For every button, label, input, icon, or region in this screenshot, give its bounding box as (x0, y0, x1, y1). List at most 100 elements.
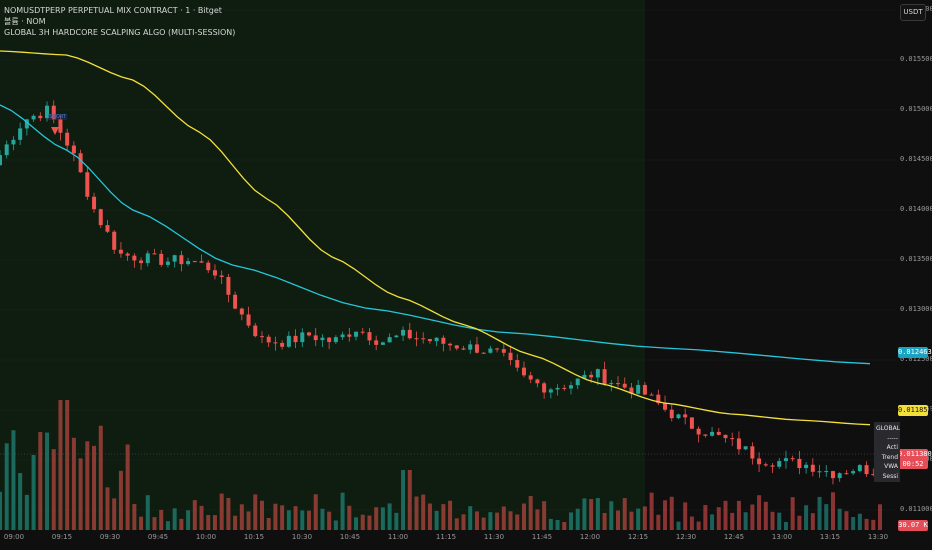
candle-body[interactable] (515, 360, 520, 368)
candle-body[interactable] (763, 464, 768, 466)
candle-body[interactable] (676, 414, 681, 419)
candle-body[interactable] (159, 253, 164, 265)
candle-body[interactable] (521, 367, 526, 376)
candle-body[interactable] (481, 352, 486, 354)
candle-body[interactable] (857, 465, 862, 472)
candle-body[interactable] (817, 471, 822, 473)
candle-body[interactable] (743, 446, 748, 450)
candle-body[interactable] (65, 132, 70, 146)
candle-body[interactable] (602, 369, 607, 384)
candle-body[interactable] (542, 383, 547, 393)
candle-body[interactable] (723, 434, 728, 439)
candle-body[interactable] (427, 339, 432, 342)
candle-body[interactable] (253, 325, 258, 337)
candle-body[interactable] (192, 261, 197, 263)
candle-body[interactable] (374, 340, 379, 345)
candle-body[interactable] (434, 337, 439, 342)
time-axis[interactable] (0, 530, 932, 550)
candle-body[interactable] (837, 473, 842, 479)
candle-body[interactable] (18, 128, 23, 140)
candle-body[interactable] (710, 431, 715, 436)
candle-body[interactable] (347, 334, 352, 337)
candle-body[interactable] (11, 139, 16, 145)
candle-body[interactable] (58, 119, 63, 133)
candle-body[interactable] (300, 332, 305, 343)
candle-body[interactable] (112, 231, 117, 250)
candle-body[interactable] (145, 253, 150, 264)
candle-body[interactable] (703, 434, 708, 436)
candle-body[interactable] (105, 225, 110, 232)
candle-body[interactable] (777, 461, 782, 467)
candle-body[interactable] (307, 332, 312, 336)
candle-body[interactable] (629, 387, 634, 394)
candle-body[interactable] (199, 261, 204, 263)
candle-body[interactable] (219, 275, 224, 277)
candle-body[interactable] (98, 209, 103, 226)
candle-body[interactable] (340, 334, 345, 338)
candle-body[interactable] (636, 384, 641, 394)
candle-body[interactable] (266, 336, 271, 343)
candle-body[interactable] (273, 342, 278, 344)
candle-body[interactable] (770, 465, 775, 467)
candle-body[interactable] (239, 308, 244, 315)
candle-body[interactable] (380, 342, 385, 345)
candle-body[interactable] (286, 335, 291, 347)
candle-body[interactable] (683, 414, 688, 418)
candle-body[interactable] (186, 261, 191, 265)
candle-body[interactable] (844, 473, 849, 475)
candle-body[interactable] (327, 337, 332, 343)
candle-body[interactable] (864, 465, 869, 475)
candle-body[interactable] (441, 337, 446, 344)
candle-body[interactable] (716, 431, 721, 435)
candle-body[interactable] (31, 115, 36, 120)
candle-body[interactable] (45, 105, 50, 119)
candle-body[interactable] (824, 471, 829, 473)
candle-body[interactable] (622, 383, 627, 388)
indicator-legend[interactable]: GLOBAL 3H HARDCORE SCALPING ALGO (MULTI-… (4, 28, 236, 37)
price-axis[interactable] (896, 0, 932, 530)
candle-body[interactable] (810, 464, 815, 472)
currency-button[interactable]: USDT (900, 4, 926, 21)
candle-body[interactable] (0, 155, 2, 166)
candle-body[interactable] (696, 428, 701, 435)
candle-body[interactable] (595, 369, 600, 378)
candle-body[interactable] (468, 344, 473, 350)
candle-body[interactable] (830, 471, 835, 479)
candle-body[interactable] (548, 389, 553, 393)
candle-body[interactable] (320, 337, 325, 341)
candle-body[interactable] (575, 378, 580, 386)
candle-body[interactable] (387, 337, 392, 343)
candle-body[interactable] (226, 276, 231, 295)
candle-body[interactable] (360, 331, 365, 333)
candle-body[interactable] (488, 348, 493, 353)
candle-body[interactable] (354, 331, 359, 337)
candle-body[interactable] (804, 464, 809, 469)
candle-body[interactable] (555, 387, 560, 390)
candle-body[interactable] (4, 144, 9, 156)
candle-body[interactable] (24, 119, 29, 129)
candle-body[interactable] (333, 337, 338, 343)
candle-body[interactable] (669, 409, 674, 419)
candle-body[interactable] (206, 262, 211, 271)
candle-body[interactable] (663, 403, 668, 410)
candle-body[interactable] (259, 336, 264, 338)
candle-body[interactable] (421, 338, 426, 340)
candle-body[interactable] (871, 474, 876, 476)
candle-body[interactable] (118, 249, 123, 254)
candle-body[interactable] (501, 349, 506, 353)
candle-body[interactable] (92, 196, 97, 210)
candle-body[interactable] (165, 261, 170, 265)
candle-body[interactable] (568, 385, 573, 389)
candle-body[interactable] (642, 384, 647, 395)
candle-body[interactable] (172, 255, 177, 262)
candle-body[interactable] (589, 374, 594, 378)
candle-body[interactable] (38, 115, 43, 119)
volume-legend[interactable]: 볼륨 · NOM (4, 17, 46, 26)
candle-body[interactable] (367, 332, 372, 341)
candle-body[interactable] (757, 458, 762, 465)
candle-body[interactable] (689, 417, 694, 429)
candle-body[interactable] (582, 374, 587, 379)
candle-body[interactable] (132, 255, 137, 261)
